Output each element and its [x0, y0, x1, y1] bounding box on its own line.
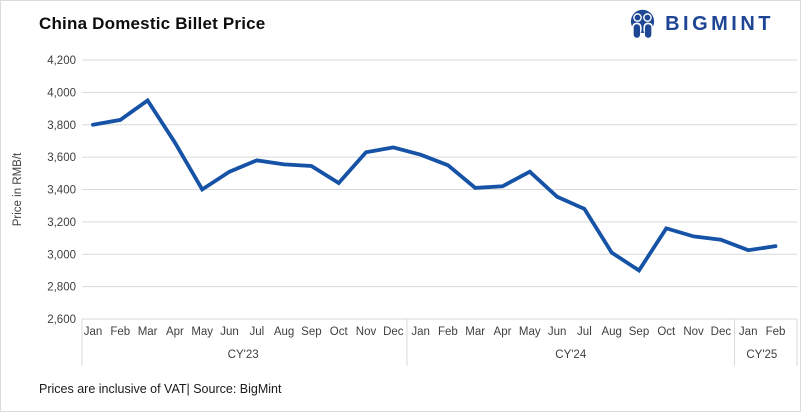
x-tick-label: Apr	[166, 326, 184, 338]
bigmint-logo-icon	[630, 9, 655, 38]
y-tick-label: 4,200	[47, 55, 76, 67]
y-tick-label: 2,800	[47, 282, 76, 294]
year-group-label: CY'23	[228, 349, 259, 361]
x-tick-label: Oct	[657, 326, 676, 338]
x-tick-label: Jan	[411, 326, 430, 338]
y-tick-label: 2,600	[47, 314, 76, 326]
y-tick-label: 4,000	[47, 87, 76, 99]
x-tick-label: Feb	[110, 326, 130, 338]
y-tick-label: 3,400	[47, 185, 76, 197]
bigmint-logo: BIGMINT	[627, 8, 774, 41]
y-tick-label: 3,800	[47, 120, 76, 132]
x-tick-label: May	[191, 326, 213, 338]
x-tick-label: Mar	[465, 326, 485, 338]
x-tick-label: Aug	[601, 326, 621, 338]
x-tick-label: Apr	[494, 326, 512, 338]
x-tick-label: Feb	[766, 326, 786, 338]
y-tick-label: 3,200	[47, 217, 76, 229]
x-tick-label: Jan	[739, 326, 758, 338]
price-line-series	[91, 97, 778, 274]
x-tick-label: Jul	[577, 326, 592, 338]
chart-title: China Domestic Billet Price	[39, 14, 266, 33]
y-axis-title: Price in RMB/t	[12, 152, 24, 226]
x-tick-label: Sep	[301, 326, 321, 338]
x-tick-label: Dec	[383, 326, 404, 338]
x-tick-label: Jul	[249, 326, 264, 338]
x-tick-label: Aug	[274, 326, 294, 338]
x-tick-label: Sep	[629, 326, 649, 338]
x-tick-label: Jan	[84, 326, 103, 338]
y-tick-label: 3,600	[47, 152, 76, 164]
x-tick-label: Mar	[138, 326, 158, 338]
year-group-label: CY'24	[555, 349, 587, 361]
x-tick-label: Jun	[220, 326, 239, 338]
x-tick-label: Oct	[330, 326, 349, 338]
x-tick-label: Feb	[438, 326, 458, 338]
y-tick-label: 3,000	[47, 249, 76, 261]
year-group-label: CY'25	[746, 349, 777, 361]
x-tick-label: Jun	[548, 326, 567, 338]
x-tick-label: Nov	[683, 326, 704, 338]
x-tick-label: Dec	[711, 326, 732, 338]
x-tick-label: May	[519, 326, 541, 338]
bigmint-logo-text: BIGMINT	[665, 13, 774, 35]
source-note: Prices are inclusive of VAT| Source: Big…	[39, 382, 282, 396]
x-tick-label: Nov	[356, 326, 377, 338]
